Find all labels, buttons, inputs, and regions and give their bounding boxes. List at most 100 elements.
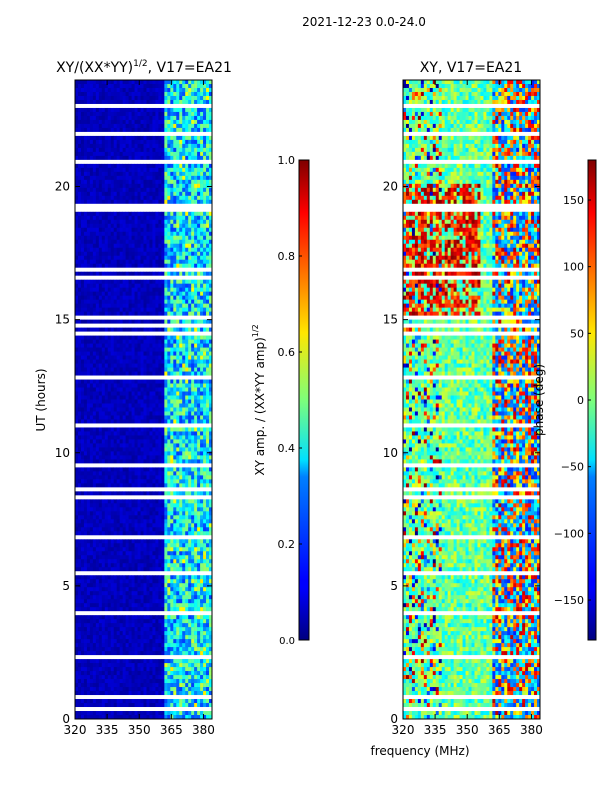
heatmap-cell (86, 539, 91, 544)
heatmap-cell (206, 211, 210, 217)
heatmap-cell (146, 247, 150, 253)
heatmap-cell (209, 347, 212, 352)
heatmap-cell (89, 559, 94, 564)
heatmap-cell (104, 407, 109, 412)
heatmap-cell (170, 359, 174, 364)
heatmap-cell (179, 567, 183, 572)
heatmap-cell (158, 567, 162, 572)
heatmap-cell (185, 499, 189, 504)
heatmap-cell (203, 171, 207, 177)
heatmap-cell (137, 335, 141, 340)
heatmap-cell (119, 235, 123, 241)
heatmap-cell (197, 471, 201, 476)
heatmap-cell (176, 475, 180, 480)
heatmap-cell (167, 195, 171, 201)
heatmap-cell (185, 527, 189, 532)
heatmap-cell (80, 399, 85, 404)
heatmap-cell (83, 451, 88, 456)
heatmap-cell (75, 87, 79, 93)
heatmap-cell (155, 407, 159, 412)
heatmap-cell (191, 359, 195, 364)
heatmap-cell (86, 175, 91, 181)
heatmap-cell (209, 271, 212, 276)
heatmap-cell (158, 411, 162, 416)
heatmap-cell (149, 563, 153, 568)
heatmap-cell (137, 455, 141, 460)
heatmap-cell (200, 187, 204, 193)
heatmap-cell (197, 539, 201, 544)
heatmap-cell (116, 391, 120, 396)
heatmap-cell (188, 199, 192, 205)
heatmap-cell (209, 243, 212, 249)
heatmap-cell (164, 399, 168, 404)
heatmap-cell (134, 195, 138, 201)
heatmap-cell (143, 391, 147, 396)
heatmap-cell (143, 543, 147, 548)
heatmap-cell (104, 235, 109, 241)
heatmap-cell (179, 555, 183, 560)
heatmap-cell (152, 95, 156, 101)
heatmap-cell (158, 383, 162, 388)
heatmap-cell (104, 167, 109, 173)
heatmap-cell (116, 483, 120, 488)
heatmap-cell (104, 147, 109, 153)
heatmap-cell (194, 259, 198, 265)
heatmap-cell (146, 135, 150, 141)
heatmap-cell (191, 95, 195, 101)
heatmap-cell (170, 475, 174, 480)
heatmap-cell (182, 391, 186, 396)
heatmap-cell (101, 223, 106, 229)
heatmap-cell (119, 399, 123, 404)
heatmap-cell (113, 511, 117, 516)
heatmap-cell (173, 443, 177, 448)
heatmap-cell (164, 227, 168, 233)
heatmap-cell (89, 403, 94, 408)
heatmap-cell (98, 443, 103, 448)
heatmap-cell (80, 175, 85, 181)
heatmap-cell (146, 399, 150, 404)
heatmap-cell (134, 303, 138, 308)
heatmap-cell (209, 99, 212, 105)
heatmap-cell (119, 471, 123, 476)
heatmap-cell (80, 239, 85, 245)
heatmap-cell (75, 471, 79, 476)
heatmap-cell (209, 187, 212, 193)
heatmap-cell (206, 303, 210, 308)
heatmap-cell (158, 263, 162, 269)
heatmap-cell (149, 467, 153, 472)
heatmap-cell (77, 143, 82, 149)
heatmap-cell (92, 99, 97, 105)
heatmap-cell (170, 347, 174, 352)
heatmap-cell (137, 263, 141, 269)
heatmap-cell (116, 343, 120, 348)
heatmap-cell (173, 111, 177, 117)
heatmap-cell (143, 95, 147, 101)
heatmap-cell (75, 371, 79, 376)
heatmap-cell (110, 227, 115, 233)
heatmap-cell (128, 327, 132, 332)
heatmap-cell (209, 231, 212, 237)
heatmap-cell (146, 559, 150, 564)
heatmap-cell (110, 475, 115, 480)
heatmap-cell (80, 147, 85, 153)
heatmap-cell (161, 83, 165, 89)
heatmap-cell (122, 451, 126, 456)
heatmap-cell (86, 499, 91, 504)
heatmap-cell (188, 371, 192, 376)
heatmap-cell (170, 447, 174, 452)
heatmap-cell (158, 87, 162, 93)
heatmap-cell (80, 499, 85, 504)
heatmap-cell (161, 399, 165, 404)
heatmap-cell (161, 327, 165, 332)
heatmap-cell (146, 367, 150, 372)
heatmap-cell (131, 303, 135, 308)
heatmap-cell (176, 335, 180, 340)
heatmap-cell (167, 399, 171, 404)
heatmap-cell (191, 567, 195, 572)
heatmap-cell (146, 127, 150, 133)
heatmap-cell (80, 243, 85, 249)
heatmap-cell (155, 359, 159, 364)
heatmap-cell (140, 231, 144, 237)
heatmap-cell (155, 467, 159, 472)
heatmap-cell (75, 359, 79, 364)
